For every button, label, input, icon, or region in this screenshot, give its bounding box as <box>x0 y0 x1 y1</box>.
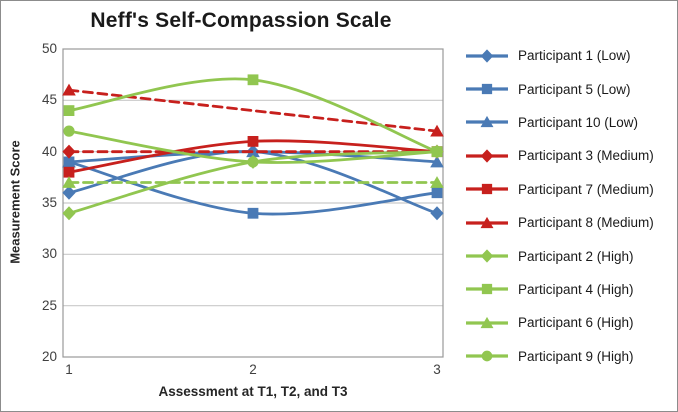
y-tick-20: 20 <box>41 349 57 364</box>
square-marker-icon <box>431 187 443 199</box>
x-tick-3: 3 <box>433 362 441 377</box>
diamond-marker-icon <box>480 49 494 63</box>
legend-item-p4: Participant 4 (High) <box>465 273 677 306</box>
triangle-marker-icon <box>430 176 444 188</box>
legend-label: Participant 9 (High) <box>518 348 634 364</box>
square-marker-icon <box>481 284 493 295</box>
triangle-marker-icon <box>430 124 444 137</box>
square-marker-icon <box>481 184 493 195</box>
y-tick-50: 50 <box>41 41 57 56</box>
y-tick-40: 40 <box>41 143 57 159</box>
chart-title: Neff's Self-Compassion Scale <box>90 9 392 32</box>
legend-swatch-triangle-icon <box>466 216 508 228</box>
legend-item-p3: Participant 3 (Medium) <box>465 139 677 172</box>
legend-label: Participant 2 (High) <box>518 248 634 264</box>
square-marker-icon <box>481 83 493 95</box>
diamond-marker-icon <box>62 144 76 159</box>
triangle-marker-icon <box>480 216 494 228</box>
legend-item-p6: Participant 6 (High) <box>465 306 677 339</box>
legend-swatch-diamond-icon <box>466 149 508 163</box>
square-marker-icon <box>247 207 259 219</box>
triangle-marker-icon <box>480 116 494 128</box>
legend-swatch-diamond-icon <box>466 49 508 63</box>
y-tick-30: 30 <box>41 246 57 262</box>
legend-swatch-triangle-icon <box>466 116 508 128</box>
legend-label: Participant 3 (Medium) <box>518 148 654 164</box>
square-marker-icon <box>247 136 259 147</box>
circle-marker-icon <box>63 125 75 137</box>
triangle-marker-icon <box>62 83 76 96</box>
y-tick-25: 25 <box>41 297 57 313</box>
legend-label: Participant 1 (Low) <box>518 48 631 64</box>
series-line-p5 <box>67 160 439 216</box>
diamond-marker-icon <box>62 206 76 221</box>
legend-swatch-triangle-icon <box>466 316 508 328</box>
legend-swatch-square-icon <box>466 284 508 295</box>
legend-label: Participant 8 (Medium) <box>518 215 654 231</box>
diamond-marker-icon <box>480 149 494 163</box>
diamond-marker-icon <box>62 185 76 200</box>
y-tick-45: 45 <box>41 92 57 108</box>
diamond-marker-icon <box>480 249 494 263</box>
circle-marker-icon <box>431 146 443 158</box>
x-tick-2: 2 <box>249 362 257 377</box>
legend-item-p10: Participant 10 (Low) <box>465 106 677 139</box>
triangle-marker-icon <box>62 176 76 188</box>
circle-marker-icon <box>247 156 259 168</box>
square-marker-icon <box>63 166 75 178</box>
x-axis-label: Assessment at T1, T2, and T3 <box>158 384 348 399</box>
legend-item-p7: Participant 7 (Medium) <box>465 173 677 206</box>
triangle-marker-icon <box>62 155 76 168</box>
y-axis-ticks: 50 45 40 35 30 25 20 <box>1 1 57 411</box>
legend-label: Participant 6 (High) <box>518 315 634 331</box>
legend-label: Participant 4 (High) <box>518 281 634 297</box>
legend-label: Participant 10 (Low) <box>518 114 639 130</box>
legend-item-p5: Participant 5 (Low) <box>465 72 677 105</box>
diamond-marker-icon <box>430 206 444 221</box>
square-marker-icon <box>63 105 75 116</box>
legend-swatch-circle-icon <box>466 350 508 362</box>
legend-swatch-square-icon <box>466 184 508 195</box>
x-tick-1: 1 <box>65 362 73 377</box>
y-tick-35: 35 <box>41 195 57 210</box>
legend: Participant 1 (Low) Participant 5 (Low) Pa… <box>465 39 677 373</box>
legend-swatch-square-icon <box>466 83 508 95</box>
plot-border <box>62 48 444 358</box>
legend-swatch-diamond-icon <box>466 249 508 263</box>
square-marker-icon <box>247 74 259 86</box>
legend-label: Participant 7 (Medium) <box>518 181 654 197</box>
triangle-marker-icon <box>480 316 494 328</box>
legend-item-p1: Participant 1 (Low) <box>465 39 677 72</box>
legend-label: Participant 5 (Low) <box>518 81 631 97</box>
legend-item-p2: Participant 2 (High) <box>465 239 677 272</box>
triangle-marker-icon <box>430 155 444 168</box>
legend-item-p9: Participant 9 (High) <box>465 340 677 373</box>
legend-item-p8: Participant 8 (Medium) <box>465 206 677 239</box>
circle-marker-icon <box>481 350 493 362</box>
